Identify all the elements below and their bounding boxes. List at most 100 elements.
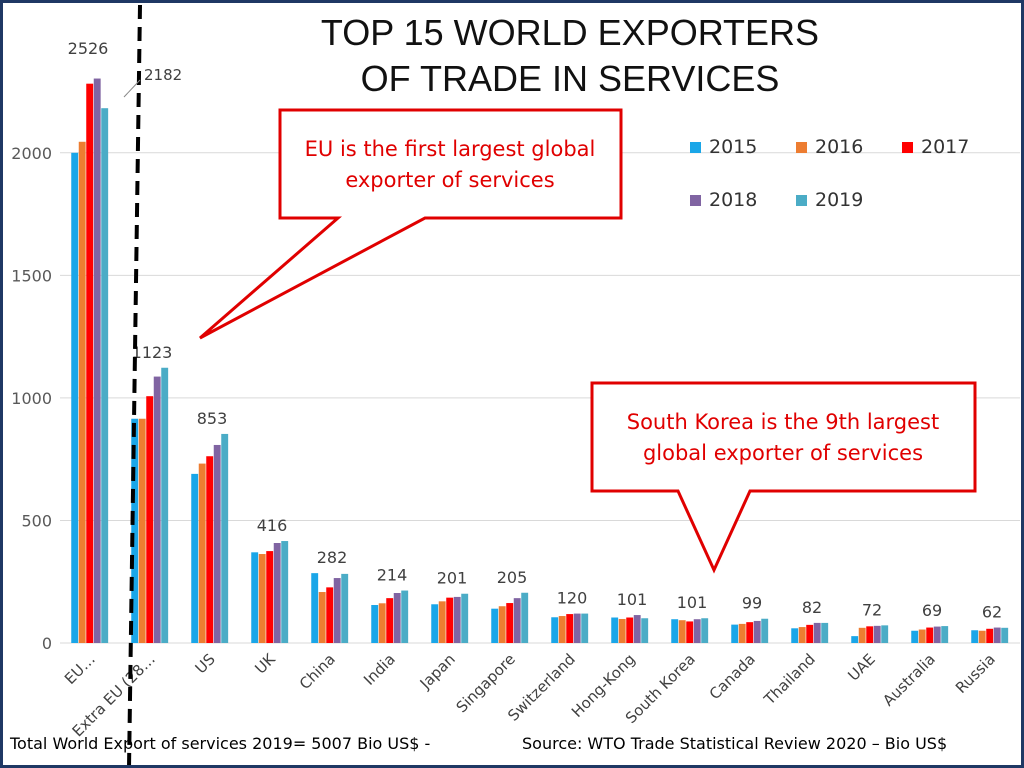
bar-2019	[461, 593, 469, 643]
bar-2017	[686, 621, 694, 643]
bar-2017	[326, 587, 334, 643]
bar-2019	[221, 433, 229, 643]
bar-2018	[453, 596, 461, 643]
x-tick-label: Russia	[952, 650, 999, 697]
footer-total-export: Total World Export of services 2019= 500…	[10, 734, 431, 753]
x-tick-label: Australia	[879, 650, 939, 710]
bar-2015	[611, 617, 619, 643]
y-axis-ticks: 0 500 1000 1500 2000	[11, 144, 52, 653]
bar-2017	[266, 551, 274, 643]
bar-2019	[521, 592, 529, 643]
bar-2019	[581, 613, 589, 643]
bar-2018	[573, 613, 581, 643]
data-label: 214	[377, 566, 408, 585]
legend-label-2019: 2019	[815, 189, 864, 211]
x-tick-label: Canada	[706, 650, 759, 703]
x-tick-label: India	[360, 650, 399, 689]
bar-2018	[933, 626, 941, 643]
bar-2019	[881, 625, 889, 643]
y-tick-label: 500	[21, 511, 52, 530]
bar-2019	[761, 618, 769, 643]
x-tick-label: UAE	[844, 650, 878, 684]
bar-2016	[858, 627, 866, 643]
bar-2016	[438, 601, 446, 643]
bar-2018	[273, 543, 281, 643]
title-line-2: OF TRADE IN SERVICES	[360, 58, 780, 99]
data-label: 853	[197, 409, 228, 428]
data-label: 82	[802, 598, 822, 617]
bar-2019	[401, 590, 409, 643]
x-tick-label: Thailand	[760, 650, 819, 709]
legend-label-2016: 2016	[815, 136, 864, 158]
bar-2015	[731, 624, 739, 643]
bar-2015	[71, 152, 79, 643]
bar-2016	[78, 141, 86, 643]
legend-swatch-2016	[796, 141, 807, 153]
bar-2019	[941, 626, 949, 643]
eu-callout-bubble	[199, 108, 623, 340]
bar-2016	[258, 554, 266, 643]
legend-label-2018: 2018	[709, 189, 758, 211]
data-label: 99	[742, 594, 762, 613]
bar-2015	[251, 552, 259, 643]
bar-2016	[378, 603, 386, 643]
bar-2018	[993, 627, 1001, 643]
legend-item-2015: 2015	[690, 136, 757, 158]
bar-2015	[971, 630, 979, 643]
legend-swatch-2018	[690, 194, 701, 206]
bar-2015	[131, 418, 139, 643]
bar-2016	[198, 463, 206, 643]
bar-2018	[753, 620, 761, 643]
bar-2018	[213, 444, 221, 643]
data-label: 101	[677, 593, 708, 612]
bar-2019	[161, 367, 169, 643]
bar-2017	[446, 597, 454, 643]
bar-2017	[806, 624, 814, 643]
bar-2015	[851, 636, 859, 643]
bar-2017	[206, 456, 214, 643]
bar-2015	[671, 619, 679, 643]
bar-2017	[626, 617, 634, 643]
legend-swatch-2019	[796, 194, 807, 206]
bar-2016	[918, 629, 926, 643]
bar-2015	[431, 604, 439, 643]
bar-2016	[318, 592, 326, 643]
legend-label-2015: 2015	[709, 136, 758, 158]
bar-2018	[153, 376, 161, 643]
data-labels: 2526 1123 853 416 282 214 201 205 120 101 101 99 82 7…	[68, 39, 1003, 622]
bar-2018	[393, 593, 401, 643]
bar-2015	[911, 630, 919, 643]
bar-2017	[146, 396, 154, 643]
bar-2017	[926, 627, 934, 643]
bar-2016	[978, 630, 986, 643]
bar-2019	[701, 618, 709, 643]
bar-2017	[866, 626, 874, 643]
data-label: 72	[862, 600, 882, 619]
footer-source: Source: WTO Trade Statistical Review 202…	[522, 734, 948, 753]
label-connector	[123, 79, 141, 98]
bar-2019	[1001, 627, 1009, 643]
bar-2019	[641, 618, 649, 643]
y-tick-label: 0	[42, 634, 52, 653]
bar-2018	[873, 625, 881, 643]
bars	[71, 78, 1009, 644]
bar-2019	[821, 622, 829, 643]
bar-2018	[633, 615, 641, 643]
data-label: 205	[497, 568, 528, 587]
bar-2017	[386, 598, 394, 643]
bar-2018	[693, 619, 701, 643]
bar-2016	[558, 616, 566, 643]
y-tick-label: 1000	[11, 389, 52, 408]
bar-2017	[86, 83, 94, 643]
bar-2015	[491, 608, 499, 643]
eu-callout-text: EU is the first largest global exporter …	[304, 137, 596, 192]
data-label: 1123	[132, 343, 173, 362]
bar-2017	[986, 628, 994, 643]
x-tick-label: Japan	[416, 650, 459, 693]
y-tick-label: 1500	[11, 266, 52, 285]
bar-2017	[506, 603, 514, 643]
bar-2018	[813, 622, 821, 643]
legend-swatch-2015	[690, 141, 701, 153]
korea-callout-text: South Korea is the 9th largest global ex…	[626, 410, 940, 465]
